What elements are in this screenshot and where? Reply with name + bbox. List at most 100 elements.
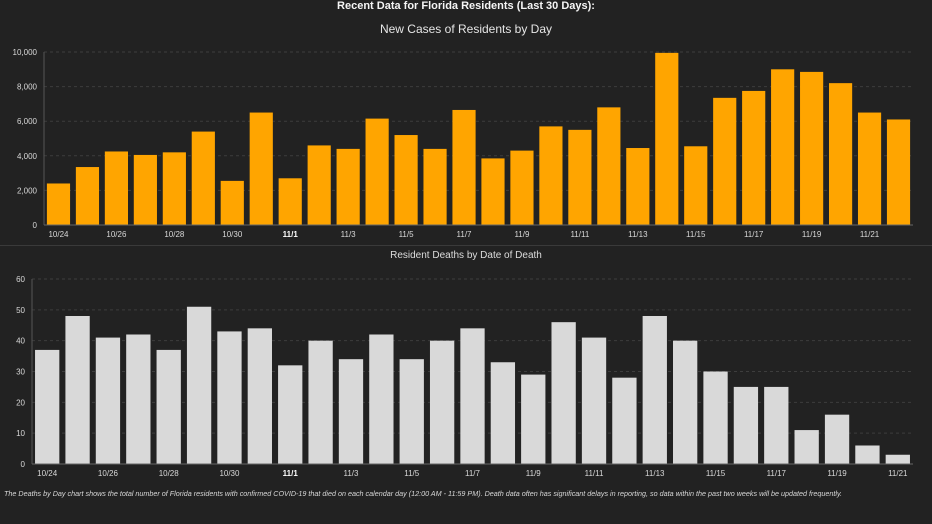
cases-bar[interactable] [481,158,505,225]
deaths-bar[interactable] [126,334,151,465]
deaths-y-tick-label: 40 [16,337,25,346]
deaths-bar[interactable] [642,316,667,464]
cases-x-tick-label: 11/1 [283,230,299,239]
cases-x-tick-label: 11/21 [860,230,880,239]
deaths-bar[interactable] [369,334,394,465]
cases-y-tick-label: 4,000 [17,152,38,161]
cases-bar[interactable] [75,167,100,225]
deaths-bar[interactable] [95,337,121,464]
cases-chart-title: New Cases of Residents by Day [379,22,553,36]
deaths-bar[interactable] [581,337,607,464]
deaths-bar[interactable] [733,386,759,464]
deaths-bar[interactable] [460,328,485,464]
cases-y-tick-label: 8,000 [17,83,38,92]
deaths-bar[interactable] [308,340,333,464]
cases-x-tick-label: 11/5 [399,230,415,239]
deaths-x-tick-label: 11/5 [404,469,420,478]
cases-y-tick-label: 0 [33,221,38,230]
deaths-y-tick-label: 0 [21,460,26,469]
cases-bar[interactable] [742,90,766,225]
cases-bar[interactable] [800,71,824,225]
deaths-y-tick-label: 20 [16,398,25,407]
deaths-bar[interactable] [673,340,698,464]
deaths-bar[interactable] [490,362,516,464]
cases-bar[interactable] [568,129,592,225]
cases-x-tick-label: 10/30 [222,230,243,239]
cases-bar[interactable] [336,148,360,225]
deaths-x-tick-label: 10/26 [98,469,119,478]
cases-bar[interactable] [278,178,302,225]
deaths-x-tick-label: 11/9 [526,469,542,478]
deaths-bar[interactable] [764,386,789,464]
deaths-bar[interactable] [855,445,880,465]
cases-y-tick-label: 6,000 [17,117,38,126]
cases-bar[interactable] [162,152,186,225]
deaths-bar[interactable] [612,377,637,464]
cases-x-tick-label: 11/3 [341,230,357,239]
cases-bar[interactable] [684,146,708,225]
deaths-x-tick-label: 11/17 [767,469,787,478]
cases-bar[interactable] [46,183,71,225]
page-title: Recent Data for Florida Residents (Last … [337,0,595,12]
deaths-bar[interactable] [399,359,424,464]
deaths-bar[interactable] [429,340,455,464]
deaths-bar[interactable] [703,371,728,465]
cases-bar[interactable] [539,126,563,225]
deaths-x-tick-label: 11/7 [465,469,481,478]
cases-bar[interactable] [626,148,650,225]
cases-bar[interactable] [365,118,389,225]
deaths-bar[interactable] [156,349,181,464]
cases-bar[interactable] [771,69,795,225]
cases-x-tick-label: 10/26 [106,230,127,239]
deaths-x-tick-label: 11/11 [585,469,604,478]
cases-x-tick-label: 11/9 [514,230,530,239]
deaths-bar[interactable] [551,322,576,464]
cases-bar[interactable] [191,131,215,225]
cases-bar[interactable] [394,135,418,225]
cases-bar[interactable] [104,151,129,225]
deaths-bar[interactable] [186,306,212,464]
cases-bar[interactable] [828,83,853,225]
cases-x-tick-label: 11/13 [628,230,648,239]
deaths-bar[interactable] [65,316,90,464]
cases-bar[interactable] [249,112,273,225]
deaths-x-tick-label: 11/13 [645,469,665,478]
deaths-bar[interactable] [338,359,364,464]
deaths-bar[interactable] [824,414,850,464]
deaths-x-tick-label: 11/19 [827,469,847,478]
deaths-y-tick-label: 30 [16,368,25,377]
deaths-x-tick-label: 10/24 [37,469,58,478]
deaths-bar[interactable] [35,349,60,464]
footnote: The Deaths by Day chart shows the total … [4,489,843,498]
cases-bar[interactable] [597,107,621,225]
cases-bar-chart: 0 2,000 4,000 6,000 8,000 10,000 10/24 10/26 10/… [13,48,913,239]
deaths-x-tick-label: 11/3 [343,469,359,478]
deaths-x-tick-label: 10/30 [219,469,240,478]
cases-bar[interactable] [423,148,447,225]
cases-x-tick-label: 11/11 [570,230,589,239]
cases-bar[interactable] [857,112,882,225]
deaths-x-tick-label: 10/28 [159,469,180,478]
cases-bar[interactable] [133,154,157,225]
deaths-bar[interactable] [521,374,546,464]
deaths-bar[interactable] [217,331,242,464]
chart-divider [0,245,932,246]
deaths-bar-chart: 0 10 20 30 40 50 60 10/24 10/26 10/28 10/30 11/1 11/… [16,275,913,478]
deaths-y-tick-label: 10 [16,429,25,438]
cases-bar[interactable] [452,109,476,225]
deaths-bar[interactable] [794,430,819,464]
cases-bar[interactable] [220,180,244,225]
cases-x-tick-label: 10/28 [164,230,185,239]
cases-bar[interactable] [307,145,331,225]
cases-x-tick-label: 11/7 [457,230,473,239]
deaths-y-tick-label: 50 [16,306,25,315]
cases-bar[interactable] [713,97,737,225]
cases-bar[interactable] [655,52,679,226]
cases-bar[interactable] [510,150,534,225]
cases-x-tick-label: 11/17 [744,230,764,239]
deaths-x-tick-label: 11/15 [706,469,726,478]
cases-bar[interactable] [886,119,911,225]
deaths-bar[interactable] [247,328,272,464]
deaths-bar[interactable] [885,454,910,464]
deaths-bar[interactable] [278,365,303,464]
